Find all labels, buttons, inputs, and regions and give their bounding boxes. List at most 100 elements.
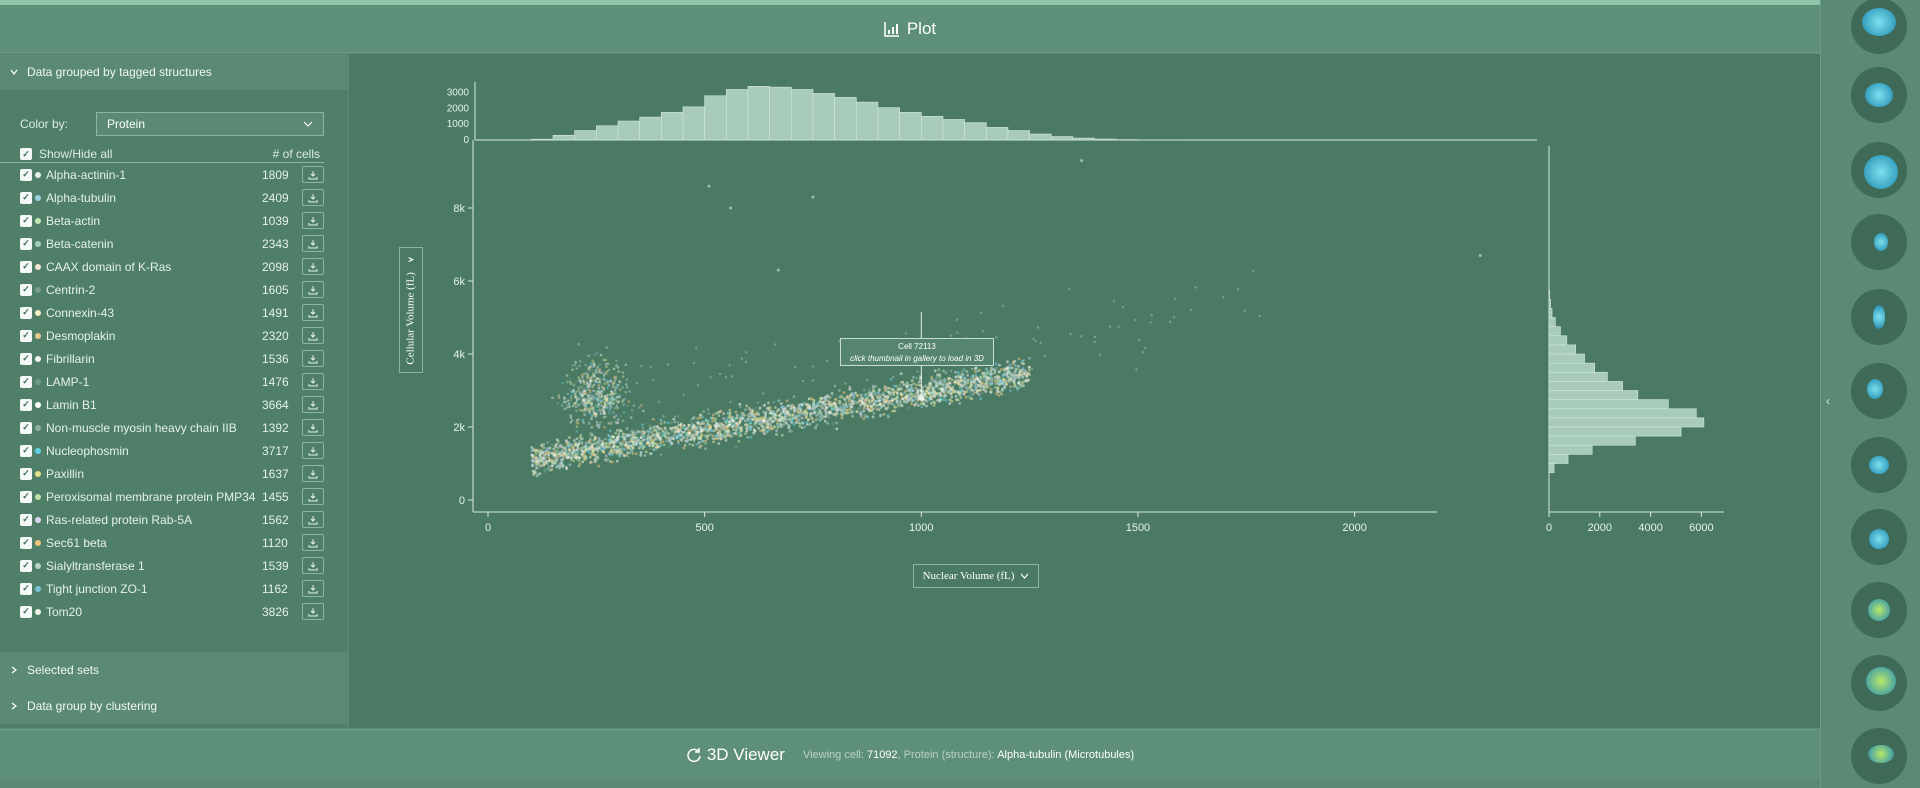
scatter-point <box>764 410 768 414</box>
structure-checkbox[interactable]: ✓ <box>20 306 32 319</box>
scatter-point <box>1138 338 1141 342</box>
scatter-point <box>700 434 703 437</box>
scatter-point <box>624 440 628 444</box>
cell-thumb-4[interactable] <box>1851 214 1907 270</box>
tooltip-subtitle: click thumbnail in gallery to load in 3D <box>850 354 984 363</box>
scatter-point <box>610 453 614 457</box>
download-button[interactable] <box>302 557 324 574</box>
structure-checkbox[interactable]: ✓ <box>20 490 32 503</box>
scatter-point <box>656 434 660 437</box>
scatter-point <box>915 383 918 387</box>
cell-thumb-2[interactable] <box>1851 67 1907 123</box>
scatter-point <box>608 408 612 411</box>
download-button[interactable] <box>302 166 324 183</box>
download-button[interactable] <box>302 442 324 459</box>
structure-checkbox[interactable]: ✓ <box>20 375 32 388</box>
scatter-point <box>1018 383 1021 387</box>
download-button[interactable] <box>302 419 324 436</box>
download-button[interactable] <box>302 465 324 482</box>
scatter-point <box>673 420 677 424</box>
scatter-point <box>613 416 616 419</box>
viewer-title-group[interactable]: 3D Viewer <box>686 745 785 765</box>
scatter-point <box>579 402 582 406</box>
structure-row: ✓ Paxillin 1637 <box>0 462 348 485</box>
cell-thumb-11[interactable] <box>1851 728 1907 784</box>
structure-checkbox[interactable]: ✓ <box>20 421 32 434</box>
download-button[interactable] <box>302 212 324 229</box>
scatter-point <box>582 398 586 401</box>
structure-checkbox[interactable]: ✓ <box>20 237 32 250</box>
download-button[interactable] <box>302 235 324 252</box>
cell-thumb-10[interactable] <box>1851 655 1907 711</box>
structure-checkbox[interactable]: ✓ <box>20 329 32 342</box>
structure-checkbox[interactable]: ✓ <box>20 398 32 411</box>
download-button[interactable] <box>302 534 324 551</box>
scatter-point <box>907 383 911 387</box>
scatter-point <box>563 407 566 411</box>
download-button[interactable] <box>302 304 324 321</box>
download-button[interactable] <box>302 511 324 528</box>
scatter-point <box>969 395 973 399</box>
download-button[interactable] <box>302 189 324 206</box>
scatter-point <box>742 413 746 417</box>
structure-checkbox[interactable]: ✓ <box>20 214 32 227</box>
scatter-point <box>719 437 723 441</box>
section-clustering[interactable]: Data group by clustering <box>0 688 348 724</box>
show-hide-all-checkbox[interactable]: ✓ <box>20 148 32 160</box>
color-by-select[interactable]: Protein <box>96 112 324 136</box>
structure-name: Lamin B1 <box>46 397 97 412</box>
cell-thumb-3[interactable] <box>1851 142 1907 198</box>
structure-checkbox[interactable]: ✓ <box>20 582 32 595</box>
scatter-point <box>779 425 783 429</box>
section-tagged-structures[interactable]: Data grouped by tagged structures <box>0 54 348 90</box>
scatter-point <box>730 375 734 378</box>
scatter-point <box>589 398 592 401</box>
y-axis-selector[interactable]: Cellular Volume (fL) <box>399 247 423 373</box>
structure-checkbox[interactable]: ✓ <box>20 352 32 365</box>
scatter-point <box>805 421 809 424</box>
scatter-point <box>995 367 998 370</box>
structure-checkbox[interactable]: ✓ <box>20 513 32 526</box>
structure-checkbox[interactable]: ✓ <box>20 559 32 572</box>
structure-checkbox[interactable]: ✓ <box>20 444 32 457</box>
gallery-toggle-icon[interactable]: ‹ <box>1826 394 1830 408</box>
structure-checkbox[interactable]: ✓ <box>20 536 32 549</box>
scatter-point <box>578 380 582 383</box>
download-button[interactable] <box>302 488 324 505</box>
scatter-point <box>617 432 621 436</box>
cell-thumb-7[interactable] <box>1851 437 1907 493</box>
download-button[interactable] <box>302 258 324 275</box>
scatter-point <box>592 406 595 410</box>
section-selected-sets[interactable]: Selected sets <box>0 652 348 688</box>
download-button[interactable] <box>302 396 324 413</box>
scatter-point <box>864 399 868 402</box>
cell-thumb-6[interactable] <box>1851 363 1907 419</box>
download-button[interactable] <box>302 373 324 390</box>
structure-checkbox[interactable]: ✓ <box>20 168 32 181</box>
download-button[interactable] <box>302 603 324 620</box>
download-button[interactable] <box>302 580 324 597</box>
structure-checkbox[interactable]: ✓ <box>20 467 32 480</box>
scatter-point <box>575 421 578 424</box>
scatter-point <box>594 435 597 439</box>
structure-checkbox[interactable]: ✓ <box>20 191 32 204</box>
x-axis-selector[interactable]: Nuclear Volume (fL) <box>913 564 1039 588</box>
cell-thumb-5[interactable] <box>1851 289 1907 345</box>
scatter-point <box>611 385 615 388</box>
structure-checkbox[interactable]: ✓ <box>20 283 32 296</box>
scatter-point <box>615 395 619 399</box>
structure-row: ✓ Tight junction ZO-1 1162 <box>0 577 348 600</box>
structure-name: Alpha-actinin-1 <box>46 167 127 182</box>
structure-checkbox[interactable]: ✓ <box>20 260 32 273</box>
download-button[interactable] <box>302 281 324 298</box>
scatter-point <box>564 445 568 449</box>
cell-thumb-9[interactable] <box>1851 582 1907 638</box>
cell-thumb-1[interactable] <box>1851 0 1907 54</box>
download-button[interactable] <box>302 327 324 344</box>
scatter-point <box>602 412 605 415</box>
structure-checkbox[interactable]: ✓ <box>20 605 32 618</box>
download-button[interactable] <box>302 350 324 367</box>
cell-thumb-8[interactable] <box>1851 509 1907 565</box>
scatter-point <box>910 402 914 406</box>
